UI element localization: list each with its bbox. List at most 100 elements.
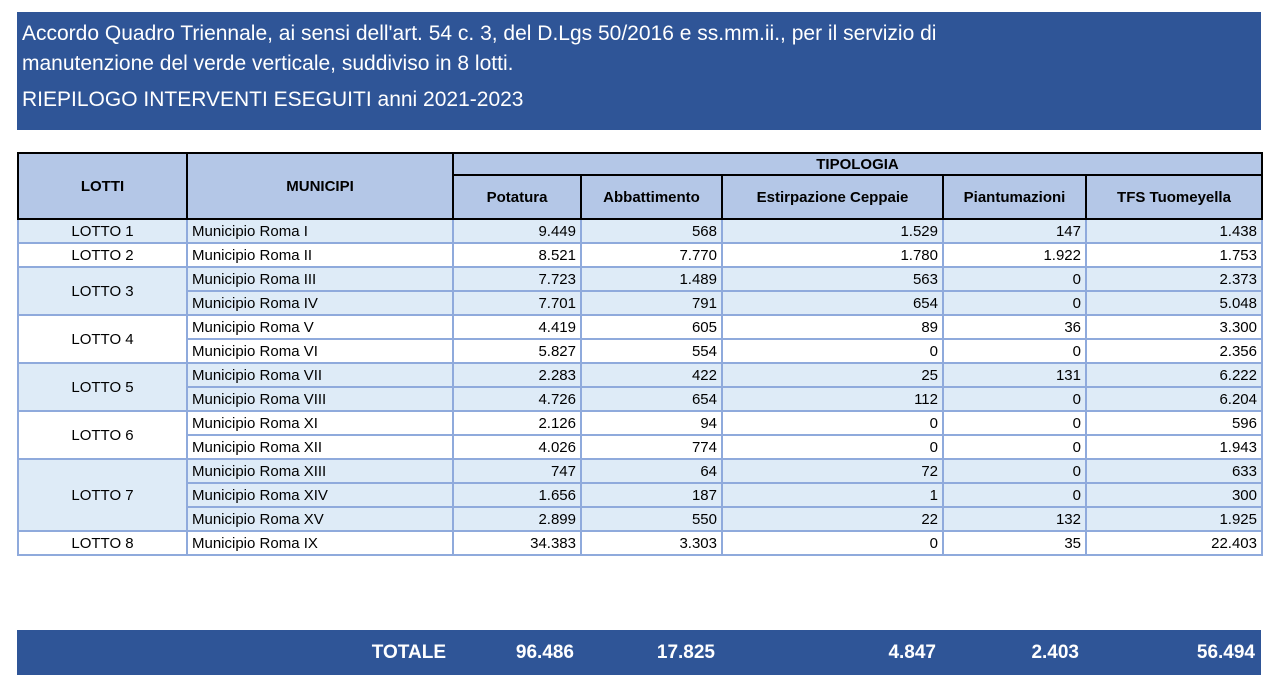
municipio-name: Municipio Roma XIV [186, 482, 454, 508]
value-cell: 6.222 [1085, 362, 1263, 388]
value-cell: 0 [942, 410, 1087, 436]
lot-label: LOTTO 6 [17, 410, 188, 460]
title-line-2: manutenzione del verde verticale, suddiv… [22, 52, 514, 75]
value-cell: 5.827 [452, 338, 582, 364]
value-cell: 22.403 [1085, 530, 1263, 556]
total-label: TOTALE [371, 641, 446, 663]
value-cell: 0 [942, 434, 1087, 460]
value-cell: 563 [721, 266, 944, 292]
value-cell: 7.770 [580, 242, 723, 268]
lot-label: LOTTO 1 [17, 218, 188, 244]
municipio-name: Municipio Roma XI [186, 410, 454, 436]
value-cell: 1.922 [942, 242, 1087, 268]
table-row: Municipio Roma XIV 1.656 187 1 0 300 [18, 482, 1263, 508]
value-cell: 187 [580, 482, 723, 508]
value-cell: 0 [721, 410, 944, 436]
table-row: LOTTO 8 Municipio Roma IX 34.383 3.303 0 35 22… [17, 530, 1263, 556]
value-cell: 22 [721, 506, 944, 532]
value-cell: 0 [721, 338, 944, 364]
value-cell: 747 [452, 458, 582, 484]
value-cell: 0 [721, 530, 944, 556]
table-row: LOTTO 6 Municipio Roma XI 2.126 94 0 0 596 [17, 410, 1263, 460]
report-header: Accordo Quadro Triennale, ai sensi dell'… [17, 12, 1261, 130]
value-cell: 0 [942, 386, 1087, 412]
value-cell: 2.283 [452, 362, 582, 388]
value-cell: 0 [942, 266, 1087, 292]
table-row: LOTTO 1 Municipio Roma I 9.449 568 1.529 147 1… [17, 218, 1263, 244]
total-bar: TOTALE 96.486 17.825 4.847 2.403 56.494 [17, 630, 1261, 675]
value-cell: 3.300 [1085, 314, 1263, 340]
lot-label: LOTTO 5 [17, 362, 188, 412]
header-col-abbattimento: Abbattimento [580, 174, 723, 220]
value-cell: 2.126 [452, 410, 582, 436]
value-cell: 0 [721, 434, 944, 460]
value-cell: 550 [580, 506, 723, 532]
municipio-name: Municipio Roma IV [186, 290, 454, 316]
lot-label: LOTTO 2 [17, 242, 188, 268]
value-cell: 554 [580, 338, 723, 364]
value-cell: 72 [721, 458, 944, 484]
value-cell: 1.438 [1085, 218, 1263, 244]
municipio-name: Municipio Roma VI [186, 338, 454, 364]
total-value: 56.494 [1196, 641, 1255, 663]
header-municipi: MUNICIPI [186, 152, 454, 220]
value-cell: 132 [942, 506, 1087, 532]
value-cell: 0 [942, 482, 1087, 508]
table-row: LOTTO 2 Municipio Roma II 8.521 7.770 1.780 1… [17, 242, 1263, 268]
report-title: Accordo Quadro Triennale, ai sensi dell'… [22, 19, 1261, 79]
lot-label: LOTTO 4 [17, 314, 188, 364]
value-cell: 8.521 [452, 242, 582, 268]
value-cell: 605 [580, 314, 723, 340]
municipio-name: Municipio Roma I [186, 218, 454, 244]
value-cell: 4.419 [452, 314, 582, 340]
header-tipologia: TIPOLOGIA [452, 152, 1263, 176]
municipio-name: Municipio Roma II [186, 242, 454, 268]
value-cell: 2.899 [452, 506, 582, 532]
table-row: LOTTO 7 Municipio Roma XIII 747 64 72 0 633 [17, 458, 1263, 532]
value-cell: 1.780 [721, 242, 944, 268]
header-col-estirpazione-ceppaie: Estirpazione Ceppaie [721, 174, 944, 220]
header-lotti: LOTTI [17, 152, 188, 220]
value-cell: 36 [942, 314, 1087, 340]
value-cell: 112 [721, 386, 944, 412]
value-cell: 3.303 [580, 530, 723, 556]
value-cell: 0 [942, 290, 1087, 316]
value-cell: 147 [942, 218, 1087, 244]
value-cell: 4.026 [452, 434, 582, 460]
value-cell: 25 [721, 362, 944, 388]
table-row: LOTTO 5 Municipio Roma VII 2.283 422 25 131 6.… [17, 362, 1263, 412]
value-cell: 2.356 [1085, 338, 1263, 364]
municipio-name: Municipio Roma III [186, 266, 454, 292]
value-cell: 131 [942, 362, 1087, 388]
value-cell: 596 [1085, 410, 1263, 436]
value-cell: 1.925 [1085, 506, 1263, 532]
header-col-piantumazioni: Piantumazioni [942, 174, 1087, 220]
value-cell: 6.204 [1085, 386, 1263, 412]
value-cell: 7.701 [452, 290, 582, 316]
value-cell: 422 [580, 362, 723, 388]
value-cell: 5.048 [1085, 290, 1263, 316]
total-value: 96.486 [515, 641, 574, 663]
value-cell: 89 [721, 314, 944, 340]
value-cell: 300 [1085, 482, 1263, 508]
table-row: Municipio Roma XV 2.899 550 22 132 1.925 [18, 506, 1263, 532]
value-cell: 1.943 [1085, 434, 1263, 460]
municipio-name: Municipio Roma XII [186, 434, 454, 460]
lot-label: LOTTO 8 [17, 530, 188, 556]
value-cell: 1.489 [580, 266, 723, 292]
value-cell: 94 [580, 410, 723, 436]
value-cell: 4.726 [452, 386, 582, 412]
municipio-name: Municipio Roma V [186, 314, 454, 340]
total-value: 4.847 [888, 641, 936, 663]
lot-label: LOTTO 3 [17, 266, 188, 316]
value-cell: 0 [942, 338, 1087, 364]
value-cell: 1.753 [1085, 242, 1263, 268]
value-cell: 1.529 [721, 218, 944, 244]
value-cell: 1 [721, 482, 944, 508]
value-cell: 7.723 [452, 266, 582, 292]
municipio-name: Municipio Roma IX [186, 530, 454, 556]
total-value: 17.825 [656, 641, 715, 663]
municipio-name: Municipio Roma XV [186, 506, 454, 532]
title-line-1: Accordo Quadro Triennale, ai sensi dell'… [22, 22, 937, 45]
lot-label: LOTTO 7 [17, 458, 188, 532]
